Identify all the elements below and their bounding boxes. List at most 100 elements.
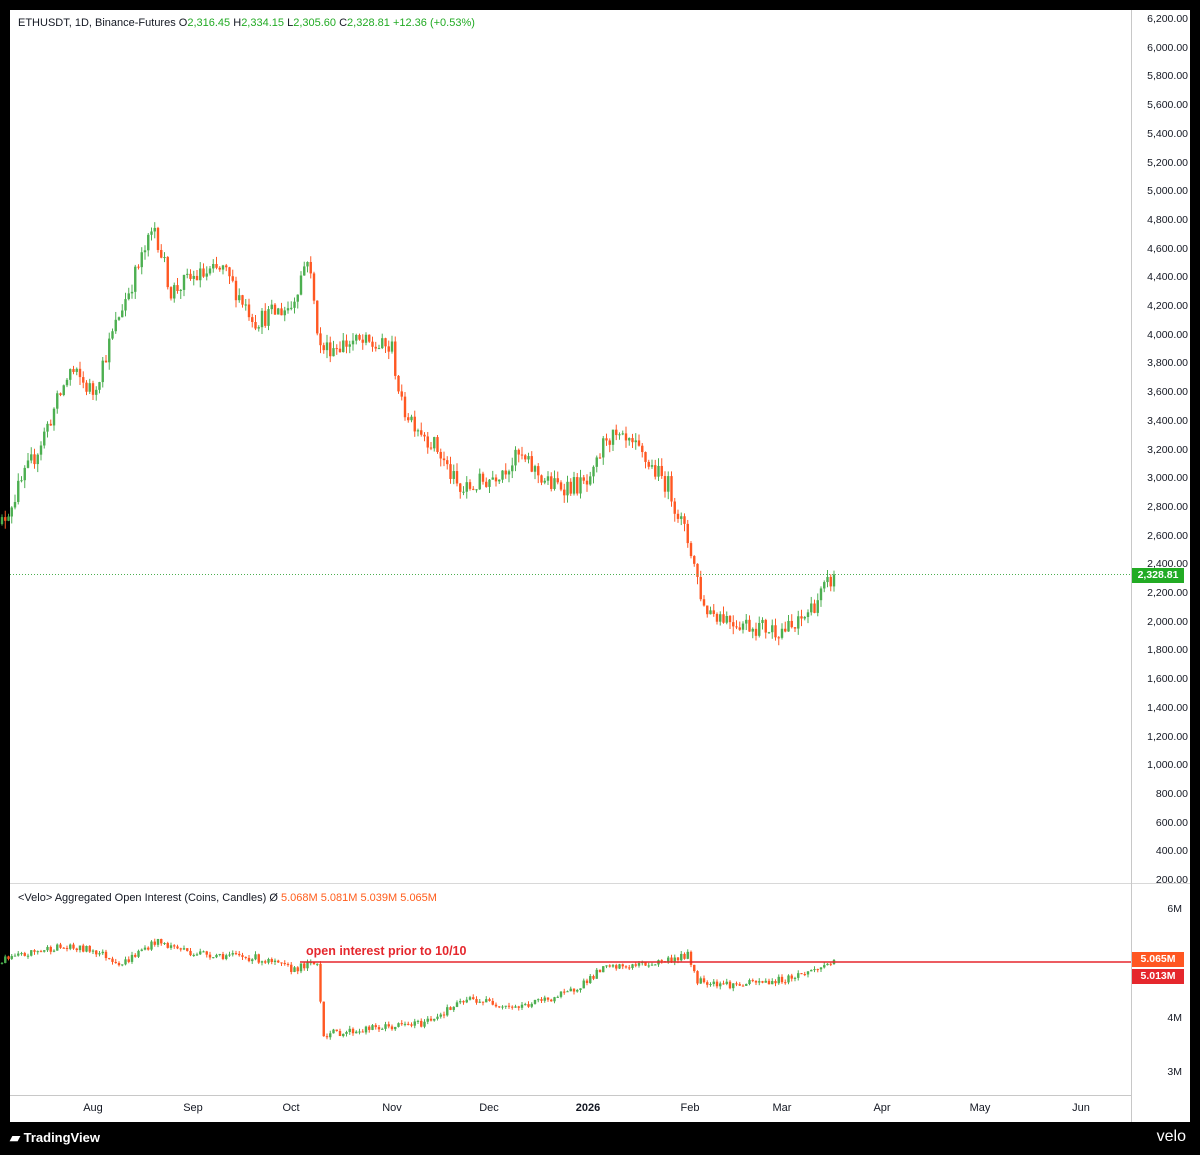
candle-body[interactable] xyxy=(371,341,374,347)
candle-body[interactable] xyxy=(595,969,598,979)
candle-body[interactable] xyxy=(215,263,218,268)
candle-body[interactable] xyxy=(7,516,10,521)
candle-body[interactable] xyxy=(621,964,624,967)
candle-body[interactable] xyxy=(26,460,30,468)
pane-divider[interactable] xyxy=(10,883,1190,884)
candle-body[interactable] xyxy=(572,477,576,494)
candle-body[interactable] xyxy=(104,360,108,363)
candle-body[interactable] xyxy=(251,317,254,322)
candle-body[interactable] xyxy=(748,980,751,985)
candle-body[interactable] xyxy=(553,997,556,1002)
candle-body[interactable] xyxy=(101,360,104,383)
candle-body[interactable] xyxy=(689,543,693,557)
candle-body[interactable] xyxy=(628,438,631,441)
candle-body[interactable] xyxy=(13,955,17,957)
candle-body[interactable] xyxy=(205,951,208,955)
candle-body[interactable] xyxy=(439,451,442,459)
candle-body[interactable] xyxy=(826,963,829,966)
candle-body[interactable] xyxy=(530,456,533,472)
candle-body[interactable] xyxy=(624,966,628,968)
candle-body[interactable] xyxy=(465,999,468,1003)
candle-body[interactable] xyxy=(91,950,95,952)
candle-body[interactable] xyxy=(241,955,244,957)
candle-body[interactable] xyxy=(446,460,449,465)
candle-body[interactable] xyxy=(660,465,663,477)
legend-symbol[interactable]: ETHUSDT, 1D, Binance-Futures xyxy=(18,17,176,29)
candle-body[interactable] xyxy=(52,408,56,426)
candle-body[interactable] xyxy=(478,473,481,490)
candle-body[interactable] xyxy=(774,981,777,984)
candle-body[interactable] xyxy=(254,954,257,960)
candle-body[interactable] xyxy=(618,964,621,969)
candle-body[interactable] xyxy=(368,1026,371,1030)
candle-body[interactable] xyxy=(156,227,160,250)
candle-body[interactable] xyxy=(793,977,797,979)
candle-body[interactable] xyxy=(449,464,452,479)
candle-body[interactable] xyxy=(686,951,689,959)
candle-body[interactable] xyxy=(33,950,36,952)
candle-body[interactable] xyxy=(550,999,553,1002)
candle-body[interactable] xyxy=(351,1028,355,1034)
candle-body[interactable] xyxy=(322,345,325,351)
candle-body[interactable] xyxy=(784,628,787,632)
candle-body[interactable] xyxy=(728,981,732,989)
candle-body[interactable] xyxy=(319,333,322,346)
candle-body[interactable] xyxy=(537,466,540,476)
candle-body[interactable] xyxy=(468,997,472,1000)
candle-body[interactable] xyxy=(670,957,673,963)
candle-body[interactable] xyxy=(823,582,826,589)
candle-body[interactable] xyxy=(702,978,706,983)
candle-body[interactable] xyxy=(780,628,784,638)
candle-body[interactable] xyxy=(26,955,30,957)
candle-body[interactable] xyxy=(647,461,650,467)
candle-body[interactable] xyxy=(361,339,364,343)
candle-body[interactable] xyxy=(650,964,654,966)
candle-body[interactable] xyxy=(741,985,745,987)
candle-body[interactable] xyxy=(806,971,810,975)
candle-body[interactable] xyxy=(150,941,153,950)
candle-body[interactable] xyxy=(111,958,114,962)
candle-body[interactable] xyxy=(569,481,572,494)
candle-body[interactable] xyxy=(735,983,738,985)
candle-body[interactable] xyxy=(689,951,693,965)
candle-body[interactable] xyxy=(394,1026,397,1030)
candle-body[interactable] xyxy=(787,975,790,983)
candle-body[interactable] xyxy=(491,1000,494,1005)
candle-body[interactable] xyxy=(121,964,124,966)
candle-body[interactable] xyxy=(420,430,423,435)
candle-body[interactable] xyxy=(758,622,761,636)
candle-body[interactable] xyxy=(43,950,46,952)
candle-body[interactable] xyxy=(472,997,475,1000)
candle-body[interactable] xyxy=(0,517,4,525)
candle-body[interactable] xyxy=(563,991,566,993)
candle-body[interactable] xyxy=(459,483,462,492)
candle-body[interactable] xyxy=(179,948,182,950)
candle-body[interactable] xyxy=(254,321,257,329)
candle-body[interactable] xyxy=(459,1001,462,1003)
candle-body[interactable] xyxy=(803,616,806,619)
candle-body[interactable] xyxy=(30,950,33,956)
candle-body[interactable] xyxy=(95,389,98,395)
candle-body[interactable] xyxy=(767,632,771,634)
candle-body[interactable] xyxy=(514,1006,517,1008)
candle-body[interactable] xyxy=(296,967,299,972)
candle-body[interactable] xyxy=(345,340,348,347)
candle-body[interactable] xyxy=(192,954,195,956)
candle-body[interactable] xyxy=(17,480,20,502)
candle-body[interactable] xyxy=(85,382,88,392)
candle-body[interactable] xyxy=(306,261,309,267)
candle-body[interactable] xyxy=(533,999,537,1004)
candle-body[interactable] xyxy=(546,997,550,1000)
candle-body[interactable] xyxy=(514,449,517,466)
candle-body[interactable] xyxy=(592,976,595,979)
candle-body[interactable] xyxy=(163,257,166,259)
candle-body[interactable] xyxy=(257,327,260,329)
candle-body[interactable] xyxy=(816,969,819,971)
candle-body[interactable] xyxy=(108,338,111,363)
candle-body[interactable] xyxy=(582,477,585,481)
candle-body[interactable] xyxy=(137,266,140,268)
candle-body[interactable] xyxy=(676,957,680,961)
candle-body[interactable] xyxy=(767,980,771,985)
candle-body[interactable] xyxy=(358,1031,361,1033)
candle-body[interactable] xyxy=(147,947,150,950)
